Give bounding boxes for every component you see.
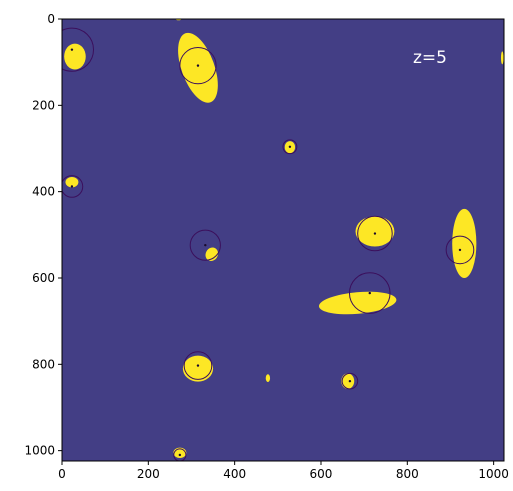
blob (501, 51, 504, 64)
center-dot (179, 454, 181, 456)
image-area (50, 18, 504, 461)
page: z=5 0200400600800100002004006008001000 (… (0, 0, 513, 491)
center-dot (459, 249, 461, 251)
blob (341, 373, 354, 389)
x-tick-label: 0 (58, 467, 66, 481)
annotation: z=5 (413, 48, 447, 68)
blob (183, 356, 213, 382)
y-tick-label: 400 (32, 185, 55, 199)
center-dot (197, 364, 199, 366)
x-tick-label: 1000 (478, 467, 509, 481)
y-tick-label: 600 (32, 271, 55, 285)
blob (452, 209, 476, 278)
center-dot (204, 244, 206, 246)
y-tick-label: 1000 (24, 444, 55, 458)
x-tick-label: 400 (223, 467, 246, 481)
center-dot (369, 292, 371, 294)
center-dot (289, 146, 291, 148)
center-dot (374, 232, 376, 234)
blob (64, 44, 86, 70)
x-tick-label: 800 (396, 467, 419, 481)
blob (356, 216, 395, 246)
center-dot (71, 48, 73, 50)
center-dot (349, 380, 351, 382)
y-tick-label: 200 (32, 98, 55, 112)
center-dot (197, 64, 199, 66)
center-dot (71, 185, 73, 187)
x-tick-label: 600 (310, 467, 333, 481)
x-tick-label: 200 (137, 467, 160, 481)
background (62, 19, 504, 461)
y-tick-label: 800 (32, 357, 55, 371)
y-tick-label: 0 (47, 12, 55, 26)
chart: z=5 0200400600800100002004006008001000 (0, 0, 513, 491)
blob (266, 374, 270, 382)
